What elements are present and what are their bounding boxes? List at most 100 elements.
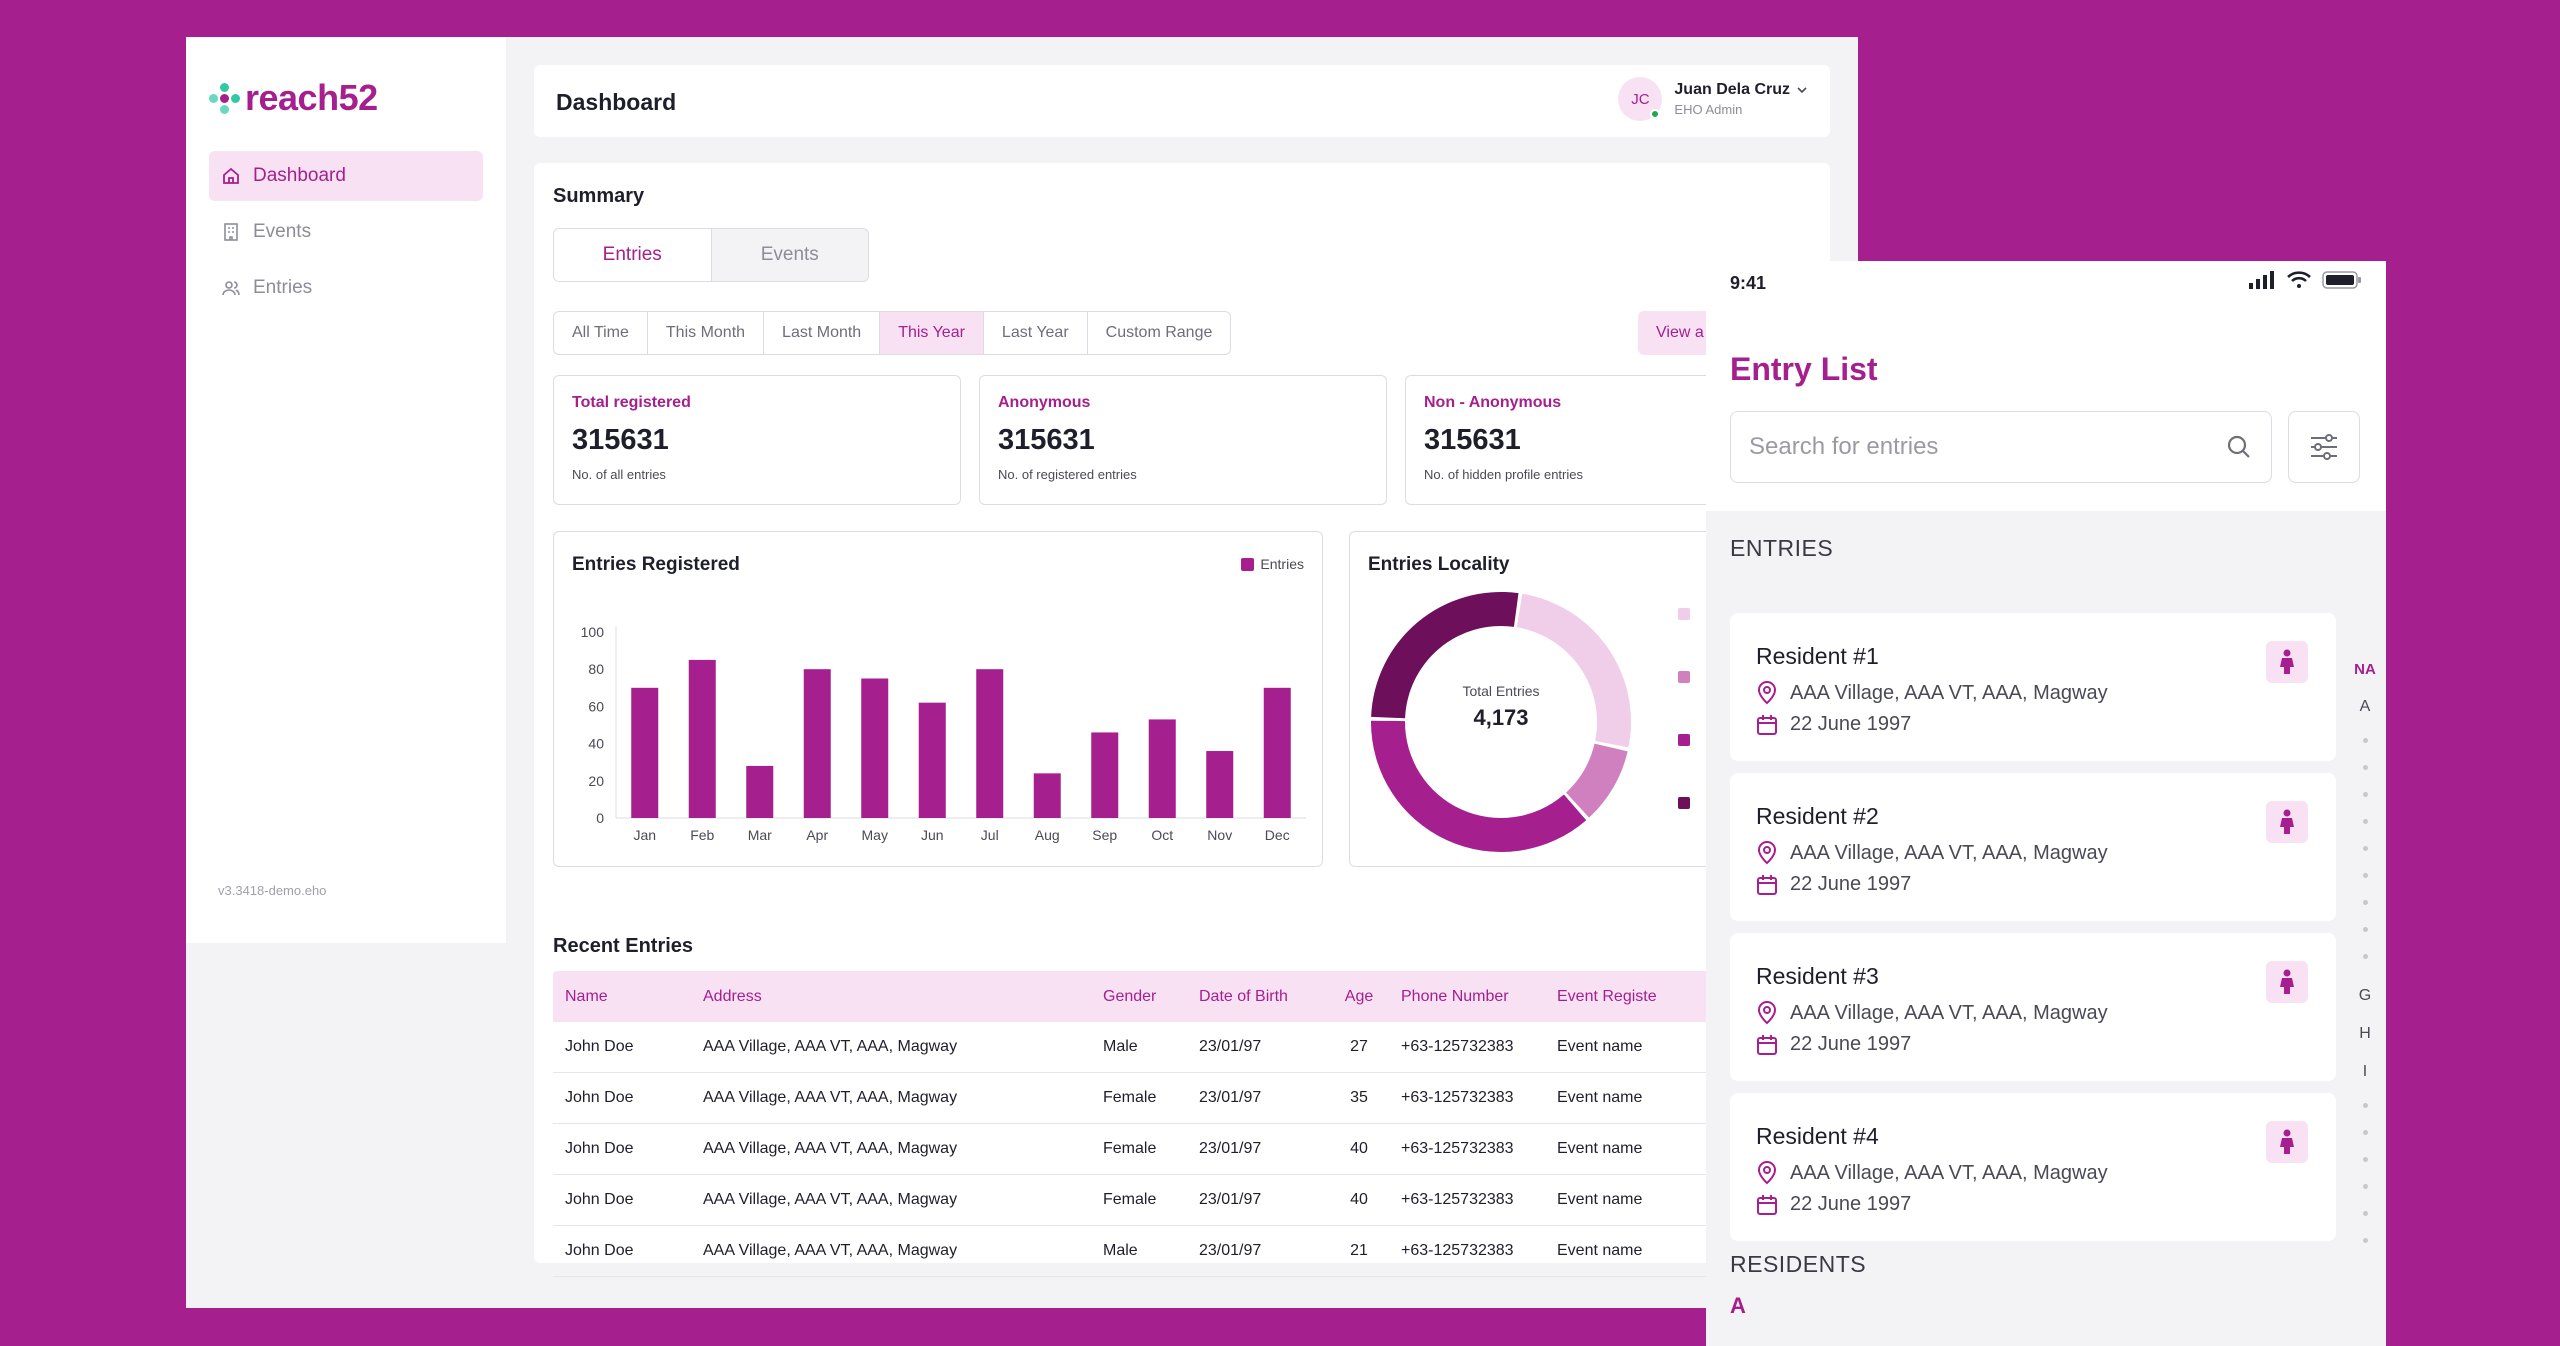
location-pin-icon	[1757, 841, 1777, 865]
table-row[interactable]: John Doe AAA Village, AAA VT, AAA, Magway…	[553, 1073, 1831, 1124]
entry-card[interactable]: Resident #3 AAA Village, AAA VT, AAA, Mag…	[1730, 933, 2336, 1081]
stat-sub: No. of registered entries	[998, 467, 1137, 482]
user-menu[interactable]: JC Juan Dela Cruz EHO Admin	[1618, 77, 1808, 121]
donut-slice-4[interactable]	[1371, 592, 1519, 719]
az-dot[interactable]	[2362, 792, 2368, 797]
resident-date: 22 June 1997	[1756, 1193, 1911, 1216]
table-cell: 35	[1350, 1089, 1368, 1106]
col-event[interactable]: Event Registe	[1557, 987, 1657, 1005]
topbar: Dashboard JC Juan Dela Cruz EHO Admin	[534, 65, 1830, 137]
az-dot[interactable]	[2362, 738, 2368, 743]
filter-last-month[interactable]: Last Month	[764, 312, 881, 354]
table-cell: +63-125732383	[1401, 1242, 1514, 1259]
az-dot[interactable]	[2362, 1157, 2368, 1162]
table-cell: Event name	[1557, 1140, 1643, 1157]
logo-text: reach52	[245, 77, 378, 118]
table-cell: +63-125732383	[1401, 1191, 1514, 1208]
az-dot[interactable]	[2362, 900, 2368, 905]
x-tick-label: Jul	[981, 827, 999, 843]
az-dot[interactable]	[2362, 1130, 2368, 1135]
filter-button[interactable]	[2288, 411, 2360, 483]
col-gender[interactable]: Gender	[1103, 987, 1157, 1005]
az-dot[interactable]	[2362, 819, 2368, 824]
status-time: 9:41	[1730, 273, 1767, 293]
table-cell: Event name	[1557, 1038, 1643, 1055]
entry-card[interactable]: Resident #1 AAA Village, AAA VT, AAA, Mag…	[1730, 613, 2336, 761]
az-dot[interactable]	[2362, 846, 2368, 851]
az-dot[interactable]	[2362, 927, 2368, 932]
table-cell: Event name	[1557, 1191, 1643, 1208]
alphabet-index[interactable]: NA A G H I	[2352, 661, 2378, 1243]
filter-this-year[interactable]: This Year	[880, 312, 984, 354]
donut-slice-2[interactable]	[1566, 743, 1628, 818]
online-status-dot	[1650, 109, 1661, 119]
home-icon	[223, 167, 239, 184]
az-letter[interactable]: H	[2359, 1025, 2371, 1042]
address-text: AAA Village, AAA VT, AAA, Magway	[1790, 1161, 2108, 1184]
az-letter[interactable]: A	[2359, 698, 2371, 715]
az-letters: G H I	[2352, 987, 2378, 1081]
gender-badge	[2266, 641, 2308, 683]
avatar: JC	[1618, 77, 1663, 121]
filter-custom-range[interactable]: Custom Range	[1105, 324, 1213, 341]
table-row[interactable]: John Doe AAA Village, AAA VT, AAA, Magway…	[553, 1175, 1831, 1226]
az-dot[interactable]	[2362, 1238, 2368, 1243]
bar-feb	[688, 659, 716, 818]
tab-entries[interactable]: Entries	[554, 229, 712, 281]
col-age[interactable]: Age	[1344, 987, 1374, 1005]
sidebar-item-dashboard[interactable]: Dashboard	[209, 151, 483, 201]
table-row[interactable]: John Doe AAA Village, AAA VT, AAA, Magway…	[553, 1022, 1831, 1073]
search-input[interactable]	[1749, 433, 2225, 461]
table-cell: 40	[1350, 1140, 1368, 1157]
residents-heading: RESIDENTS	[1730, 1251, 1867, 1277]
bar-oct	[1148, 719, 1176, 818]
az-dot[interactable]	[2362, 1211, 2368, 1216]
female-icon	[2280, 969, 2294, 994]
female-icon	[2280, 1129, 2294, 1154]
search-icon[interactable]	[2225, 433, 2253, 461]
az-dot[interactable]	[2362, 765, 2368, 770]
bar-mar	[746, 765, 774, 818]
table-cell: AAA Village, AAA VT, AAA, Magway	[703, 1089, 958, 1106]
legend-swatch	[1678, 671, 1690, 683]
sidebar-item-events[interactable]: Events	[209, 207, 483, 257]
col-phone[interactable]: Phone Number	[1401, 987, 1509, 1005]
user-name: Juan Dela Cruz	[1674, 81, 1808, 99]
y-tick-label: 60	[588, 698, 604, 714]
col-address[interactable]: Address	[703, 987, 762, 1005]
donut-slice-1[interactable]	[1516, 593, 1631, 748]
battery-icon	[2322, 271, 2361, 289]
table-cell: Event name	[1557, 1242, 1643, 1259]
x-tick-label: May	[862, 827, 888, 843]
col-name[interactable]: Name	[565, 987, 608, 1005]
bar-sep	[1091, 732, 1119, 818]
az-dot[interactable]	[2362, 1184, 2368, 1189]
az-letter[interactable]: G	[2358, 987, 2372, 1004]
donut-slice-3[interactable]	[1371, 720, 1587, 852]
filter-last-year[interactable]: Last Year	[984, 312, 1088, 354]
table-row[interactable]: John Doe AAA Village, AAA VT, AAA, Magway…	[553, 1124, 1831, 1175]
table-cell: +63-125732383	[1401, 1140, 1514, 1157]
az-dots	[2352, 1103, 2378, 1243]
az-dot[interactable]	[2362, 954, 2368, 959]
sidebar-item-entries[interactable]: Entries	[209, 263, 483, 313]
building-icon	[224, 223, 238, 241]
entry-card[interactable]: Resident #4 AAA Village, AAA VT, AAA, Mag…	[1730, 1093, 2336, 1241]
filter-all-time[interactable]: All Time	[554, 312, 648, 354]
logo[interactable]: reach52	[209, 77, 378, 119]
table-row[interactable]: John Doe AAA Village, AAA VT, AAA, Magway…	[553, 1226, 1831, 1277]
table-cell: Event name	[1557, 1089, 1643, 1106]
locality-legend	[1678, 608, 1690, 860]
filter-this-month[interactable]: This Month	[648, 312, 765, 354]
entry-card[interactable]: Resident #2 AAA Village, AAA VT, AAA, Mag…	[1730, 773, 2336, 921]
az-dot[interactable]	[2362, 1103, 2368, 1108]
status-icons	[2248, 271, 2362, 289]
az-letter[interactable]: I	[2362, 1063, 2368, 1080]
az-dot[interactable]	[2362, 873, 2368, 878]
x-tick-label: Jun	[921, 827, 944, 843]
col-dob[interactable]: Date of Birth	[1199, 987, 1288, 1005]
gender-badge	[2266, 961, 2308, 1003]
table-cell: AAA Village, AAA VT, AAA, Magway	[703, 1191, 958, 1208]
tab-events[interactable]: Events	[760, 244, 819, 265]
az-na[interactable]: NA	[2354, 661, 2376, 678]
